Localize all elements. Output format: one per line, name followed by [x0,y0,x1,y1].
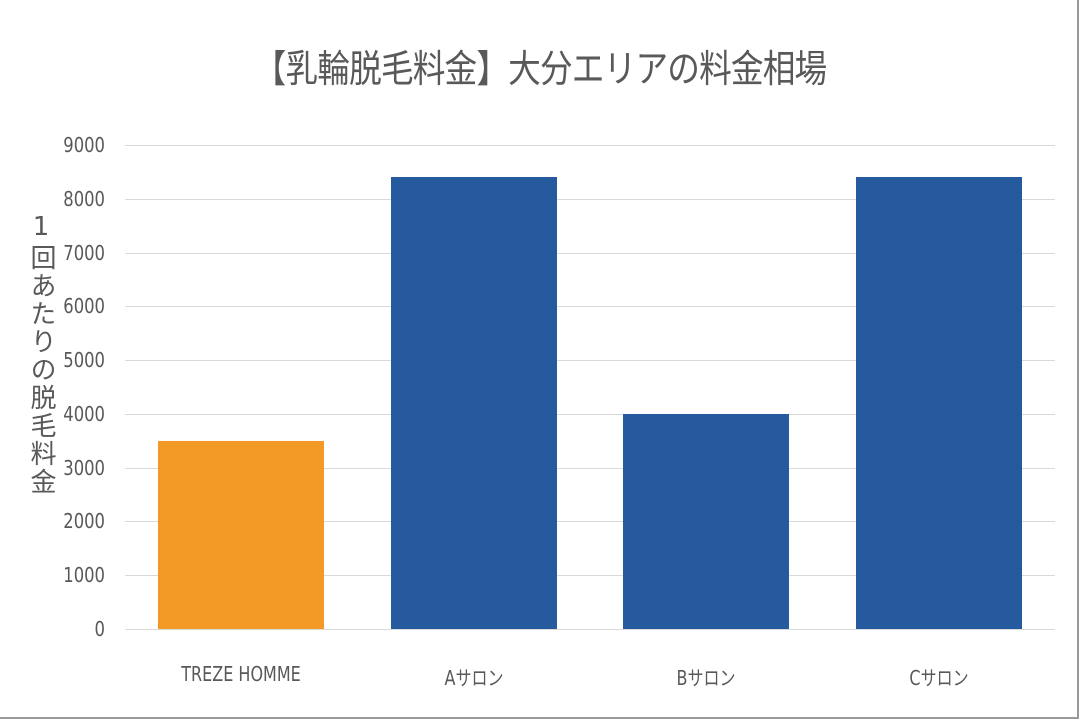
x-tick-label: TREZE HOMME [181,662,302,686]
x-tick-label: Aサロン [444,666,504,690]
y-tick-label: 0 [94,617,105,641]
gridline [125,467,1055,469]
gridline [125,252,1055,254]
y-axis-label: 1回あたりの脱毛料金 [26,212,56,496]
bar-bサロン [623,413,790,629]
y-tick-label: 1000 [63,563,105,588]
plot-area [125,145,1055,630]
y-tick-label: 9000 [63,133,105,157]
y-tick-label: 7000 [63,240,105,265]
gridline [125,413,1055,415]
gridline [125,145,1055,146]
x-tick-label: Cサロン [909,666,969,690]
bar-aサロン [390,177,557,629]
gridline [125,306,1055,308]
y-tick-label: 5000 [63,348,105,373]
bar-treze-homme [158,440,325,629]
chart-title: 【乳輪脱毛料金】大分エリアの料金相場 [253,47,828,91]
y-tick-label: 6000 [63,294,105,319]
gridline [125,629,1055,630]
gridline [125,198,1055,200]
bar-cサロン [855,177,1022,629]
y-tick-label: 8000 [63,186,105,211]
y-tick-label: 4000 [63,401,105,426]
gridline [125,360,1055,362]
y-tick-label: 3000 [63,455,105,480]
gridline [125,521,1055,523]
y-tick-label: 2000 [63,509,105,534]
gridline [125,575,1055,577]
x-tick-label: Bサロン [676,666,736,690]
